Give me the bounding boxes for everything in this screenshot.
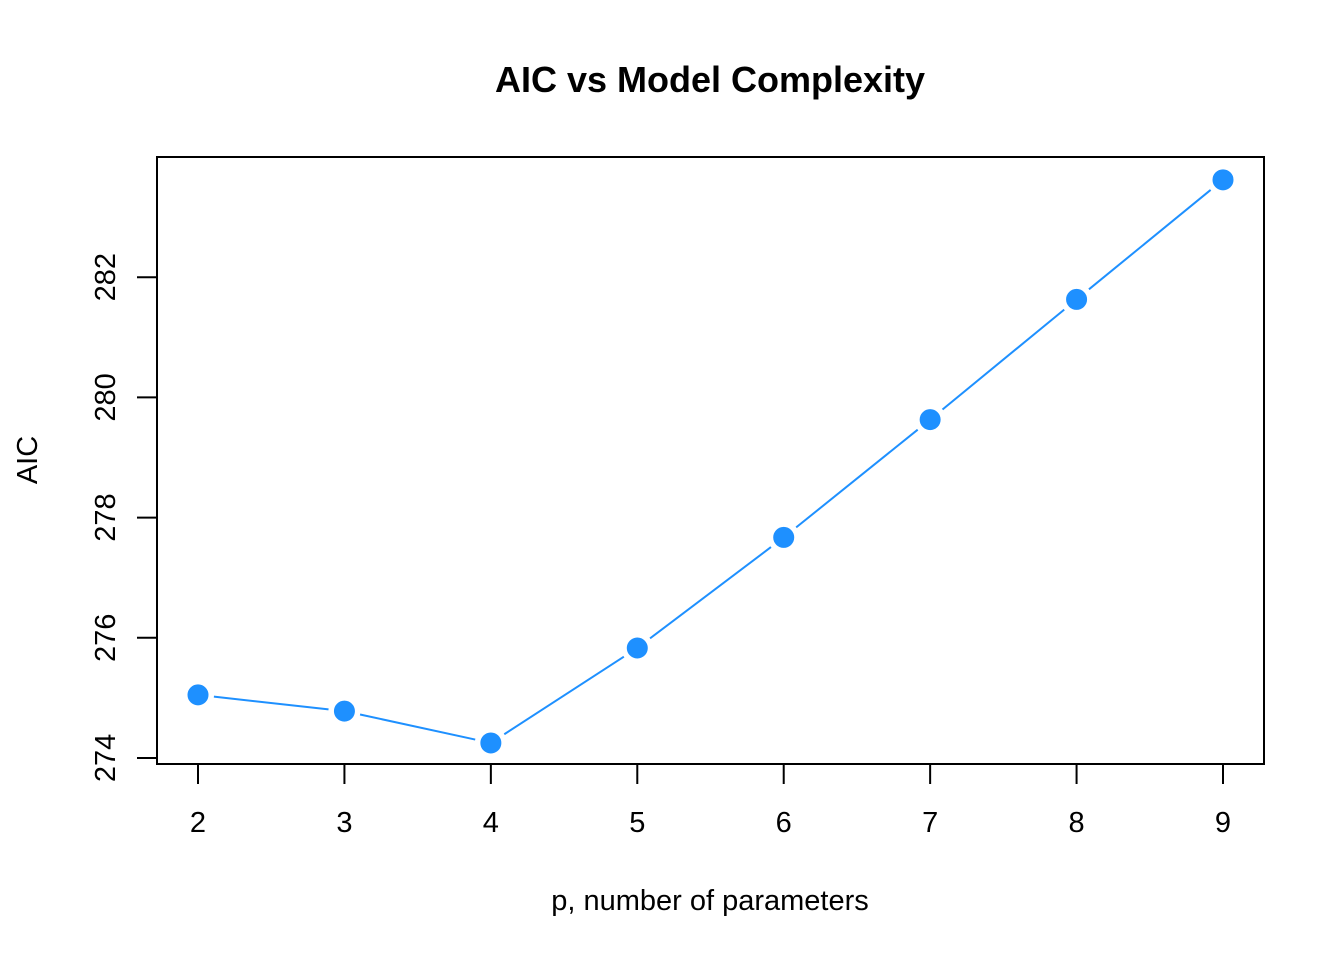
series-line-segment: [1088, 189, 1212, 291]
y-tick-label: 278: [90, 493, 122, 541]
data-point: [917, 407, 943, 433]
y-tick-label: 274: [90, 734, 122, 782]
plot-frame: [156, 156, 1265, 765]
data-point: [624, 635, 650, 661]
x-tick-label: 7: [922, 807, 938, 839]
x-tick-label: 5: [629, 807, 645, 839]
x-tick-label: 2: [190, 807, 206, 839]
data-point: [1210, 167, 1236, 193]
series-line-segment: [649, 546, 772, 640]
data-point: [331, 698, 357, 724]
data-point: [185, 682, 211, 708]
series-line-segment: [213, 695, 329, 711]
chart-title: AIC vs Model Complexity: [495, 59, 925, 100]
x-tick-label: 6: [776, 807, 792, 839]
data-point: [771, 524, 797, 550]
x-tick-label: 4: [483, 807, 499, 839]
x-axis: 2 3 4 5 6 7 8 9: [190, 763, 1231, 839]
x-axis-label: p, number of parameters: [551, 885, 869, 917]
x-tick-label: 3: [336, 807, 352, 839]
x-tick-label: 9: [1215, 807, 1231, 839]
y-axis: 274 276 278 280 282: [90, 253, 158, 782]
series-line-segment: [795, 428, 919, 529]
y-axis-label: AIC: [12, 436, 44, 484]
data-point: [1064, 286, 1090, 312]
series-line-segment: [359, 713, 476, 741]
x-tick-label: 8: [1069, 807, 1085, 839]
series-line-segment: [503, 655, 625, 736]
data-point: [478, 730, 504, 756]
y-tick-label: 282: [90, 253, 122, 301]
series-layer: [185, 167, 1236, 756]
y-tick-label: 280: [90, 373, 122, 421]
series-line-segment: [941, 308, 1065, 411]
y-tick-label: 276: [90, 614, 122, 662]
